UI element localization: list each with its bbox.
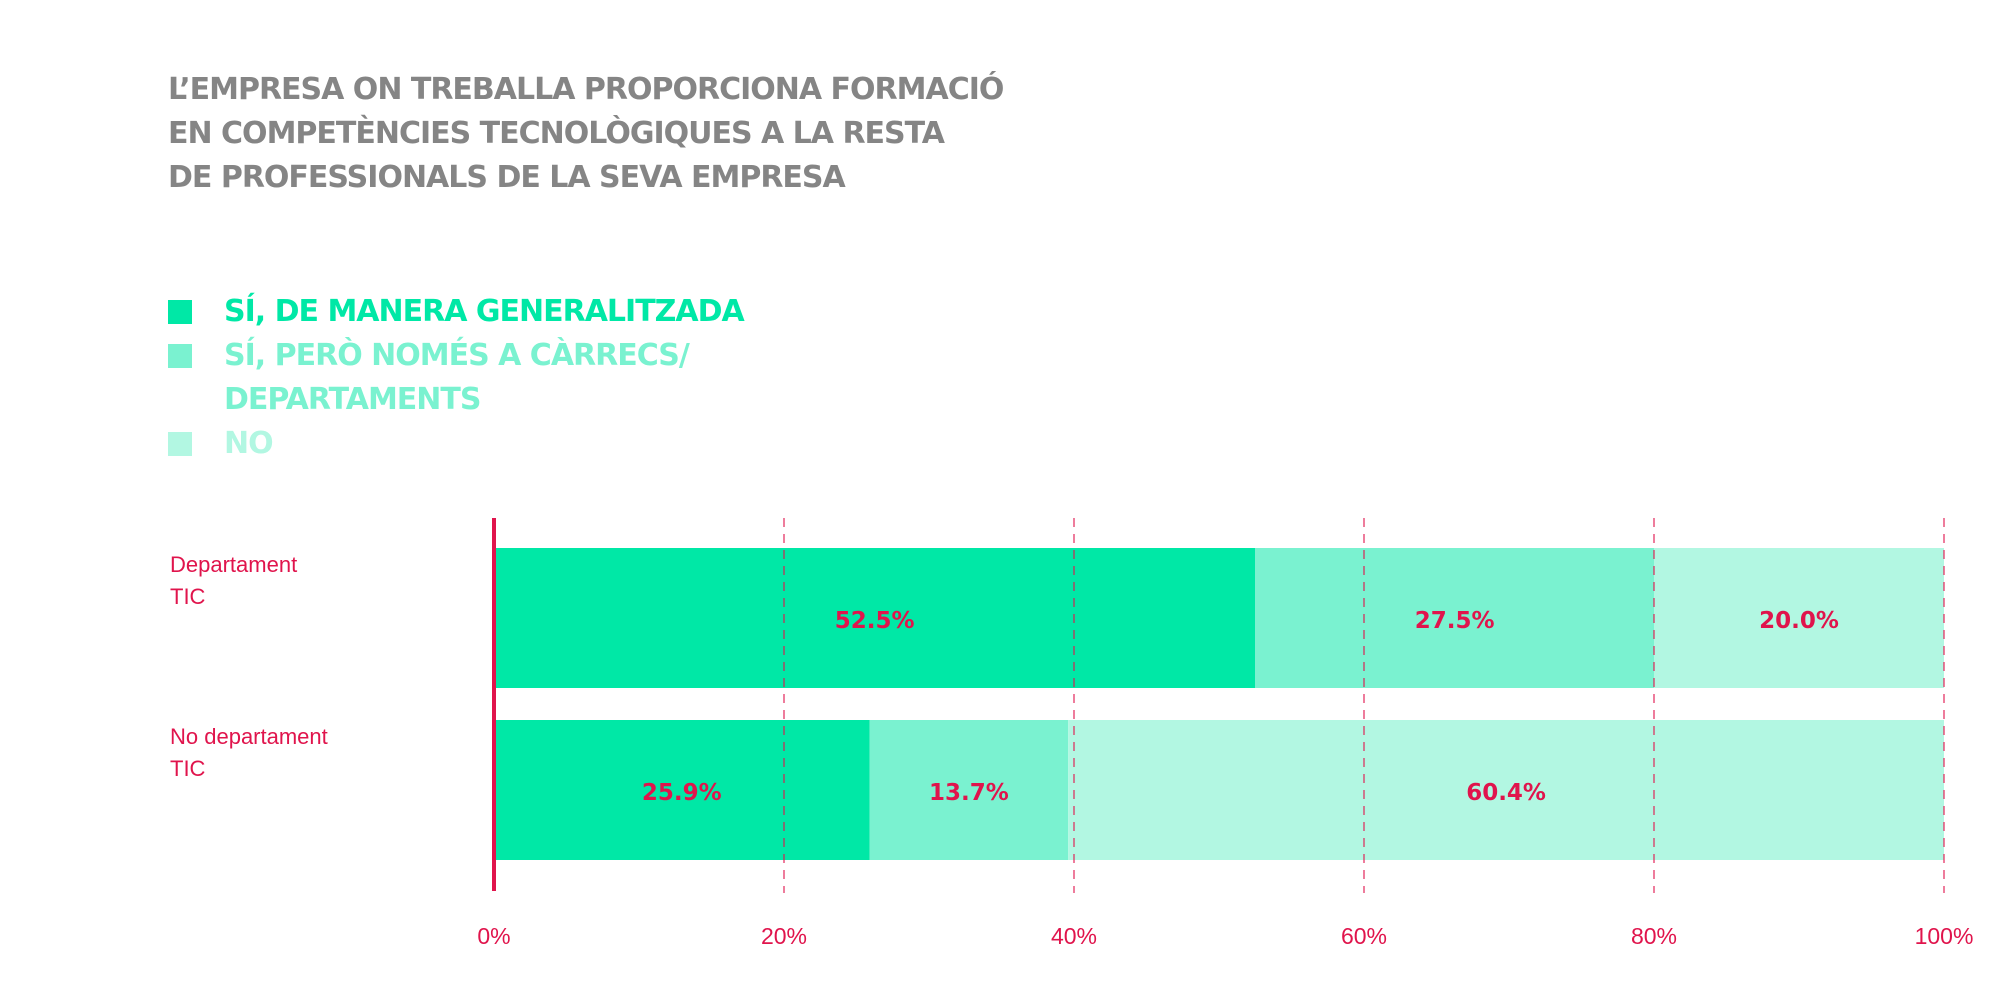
category-label-line: TIC xyxy=(170,756,206,781)
x-tick-label: 0% xyxy=(477,923,510,949)
bar-segment xyxy=(494,548,1256,688)
x-tick-label: 40% xyxy=(1051,923,1097,949)
legend-item: NO xyxy=(168,422,784,466)
bar-segment xyxy=(869,720,1069,860)
chart-legend: SÍ, DE MANERA GENERALITZADA SÍ, PERÒ NOM… xyxy=(168,290,784,466)
data-label: 52.5% xyxy=(835,608,915,634)
chart-title-line: L’EMPRESA ON TREBALLA PROPORCIONA FORMAC… xyxy=(168,72,1004,107)
category-label: Departament TIC xyxy=(170,552,297,609)
bar-segment xyxy=(1255,548,1654,688)
legend-label: NO xyxy=(224,426,274,461)
bar-segment xyxy=(1068,720,1944,860)
legend-item: SÍ, DE MANERA GENERALITZADA xyxy=(168,290,784,334)
chart-title: L’EMPRESA ON TREBALLA PROPORCIONA FORMAC… xyxy=(168,68,1168,200)
legend-label: SÍ, PERÒ NOMÉS A CÀRRECS/ DEPARTAMENTS xyxy=(224,338,690,417)
x-tick-label: 80% xyxy=(1631,923,1677,949)
data-label: 25.9% xyxy=(642,780,722,806)
category-label-line: No departament xyxy=(170,724,328,749)
bar-segment xyxy=(1654,548,1944,688)
x-tick-label: 60% xyxy=(1341,923,1387,949)
category-label: No departament TIC xyxy=(170,724,328,781)
chart-title-line: EN COMPETÈNCIES TECNOLÒGIQUES A LA RESTA xyxy=(168,116,945,151)
data-label: 27.5% xyxy=(1415,608,1495,634)
data-label: 60.4% xyxy=(1466,780,1546,806)
category-label-line: TIC xyxy=(170,584,206,609)
data-label: 20.0% xyxy=(1759,608,1839,634)
legend-swatch xyxy=(168,432,192,456)
legend-swatch xyxy=(168,344,192,368)
chart-title-line: DE PROFESSIONALS DE LA SEVA EMPRESA xyxy=(168,160,846,195)
bar-segment xyxy=(494,720,870,860)
legend-label: SÍ, DE MANERA GENERALITZADA xyxy=(224,294,745,329)
x-tick-label: 100% xyxy=(1915,923,1974,949)
x-tick-label: 20% xyxy=(761,923,807,949)
category-label-line: Departament xyxy=(170,552,297,577)
legend-swatch xyxy=(168,300,192,324)
legend-item: SÍ, PERÒ NOMÉS A CÀRRECS/ DEPARTAMENTS xyxy=(168,334,784,422)
data-label: 13.7% xyxy=(929,780,1009,806)
